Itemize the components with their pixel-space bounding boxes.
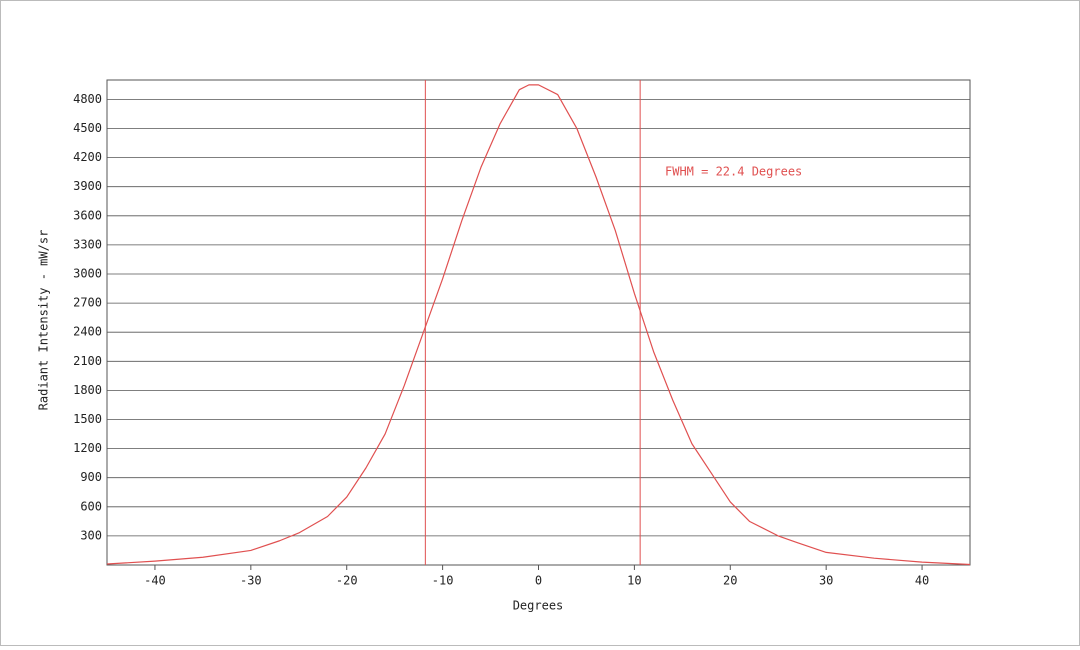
y-tick-label: 4800 <box>73 92 102 106</box>
data-line <box>106 84 971 566</box>
y-tick-label: 900 <box>80 470 102 484</box>
y-tick-label: 1200 <box>73 441 102 455</box>
y-tick-label: 3900 <box>73 179 102 193</box>
x-tick-label: -20 <box>336 574 358 588</box>
y-tick-label: 4200 <box>73 150 102 164</box>
x-tick-label: 20 <box>723 574 737 588</box>
y-tick-label: 2700 <box>73 296 102 310</box>
x-tick-label: -10 <box>432 574 454 588</box>
y-tick-label: 3000 <box>73 267 102 281</box>
plot-area <box>106 79 971 566</box>
y-tick-label: 3300 <box>73 237 102 251</box>
y-tick-label: 1500 <box>73 412 102 426</box>
x-tick-label: 0 <box>535 574 542 588</box>
y-axis-label: Radiant Intensity - mW/sr <box>37 230 51 411</box>
x-tick-label: 10 <box>627 574 641 588</box>
x-tick-label: 40 <box>915 574 929 588</box>
y-tick-label: 300 <box>80 528 102 542</box>
x-tick-label: 30 <box>819 574 833 588</box>
x-tick-label: -40 <box>144 574 166 588</box>
y-tick-label: 600 <box>80 499 102 513</box>
x-tick-label: -30 <box>240 574 262 588</box>
y-tick-label: 3600 <box>73 208 102 222</box>
y-tick-label: 4500 <box>73 121 102 135</box>
y-tick-label: 2400 <box>73 325 102 339</box>
y-tick-label: 1800 <box>73 383 102 397</box>
x-axis-label: Degrees <box>513 599 564 613</box>
y-tick-label: 2100 <box>73 354 102 368</box>
annotation: FWHM = 22.4 Degrees <box>665 165 802 179</box>
